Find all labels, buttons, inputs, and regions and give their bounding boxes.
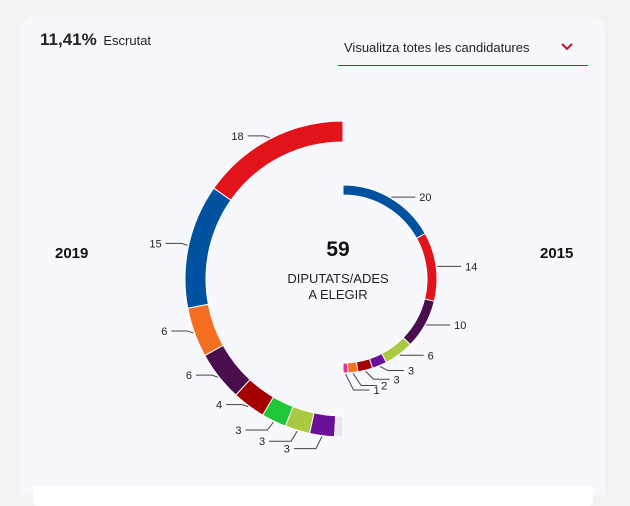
left-seat-label: 3 <box>259 436 265 448</box>
right-seat-label: 3 <box>394 374 400 386</box>
scrutiny-label: Escrutat <box>103 33 152 48</box>
right-seat-label: 2 <box>381 380 387 392</box>
left-label-leader <box>165 242 188 246</box>
left-seat-segment <box>334 415 344 438</box>
left-label-leader <box>269 430 298 442</box>
left-label-leader <box>245 421 274 431</box>
right-seat-segment <box>381 336 412 364</box>
right-label-leader <box>379 366 404 372</box>
year-label-2019: 2019 <box>55 245 89 262</box>
left-label-leader <box>171 330 194 334</box>
left-seat-segment <box>309 412 337 438</box>
scrutiny-indicator: 11,41% Escrutat <box>40 30 151 50</box>
left-label-leader <box>293 436 323 450</box>
right-label-leader <box>365 370 390 380</box>
seats-total: 59 <box>326 238 349 261</box>
right-seat-segment <box>342 362 349 374</box>
seats-chart: 59 DIPUTATS/ADES A ELEGIR 18156643332014… <box>149 120 477 456</box>
right-seat-label: 14 <box>465 261 477 273</box>
left-seat-segment <box>184 187 232 309</box>
left-seat-label: 3 <box>235 425 241 437</box>
left-label-leader <box>195 374 219 378</box>
right-seat-label: 6 <box>428 350 434 362</box>
left-seat-label: 18 <box>231 131 243 143</box>
right-seat-label: 1 <box>374 385 380 397</box>
right-seat-label: 20 <box>419 192 431 204</box>
left-label-leader <box>247 135 270 139</box>
right-seat-segment <box>355 358 374 373</box>
right-seat-label: 10 <box>454 320 466 332</box>
left-seat-label: 6 <box>161 326 167 338</box>
year-label-2015: 2015 <box>540 245 574 262</box>
center-line-2: A ELEGIR <box>308 287 367 302</box>
chevron-down-icon <box>561 43 573 51</box>
right-seat-segment <box>415 232 438 302</box>
right-seat-segment <box>342 184 426 239</box>
right-label-leader <box>352 373 378 386</box>
left-seat-label: 4 <box>216 400 222 412</box>
right-seat-label: 3 <box>408 366 414 378</box>
candidatures-dropdown[interactable]: Visualitza totes les candidatures <box>338 34 588 66</box>
left-seat-label: 15 <box>149 238 161 250</box>
right-label-leader <box>345 373 370 391</box>
dropdown-label: Visualitza totes les candidatures <box>344 40 530 55</box>
left-label-leader <box>226 404 249 408</box>
scrutiny-percentage: 11,41% <box>40 30 97 49</box>
right-seat-segment <box>346 361 359 374</box>
right-seat-segment <box>402 298 435 346</box>
left-seat-label: 3 <box>284 444 290 456</box>
left-seat-label: 6 <box>186 370 192 382</box>
center-line-1: DIPUTATS/ADES <box>287 271 389 286</box>
